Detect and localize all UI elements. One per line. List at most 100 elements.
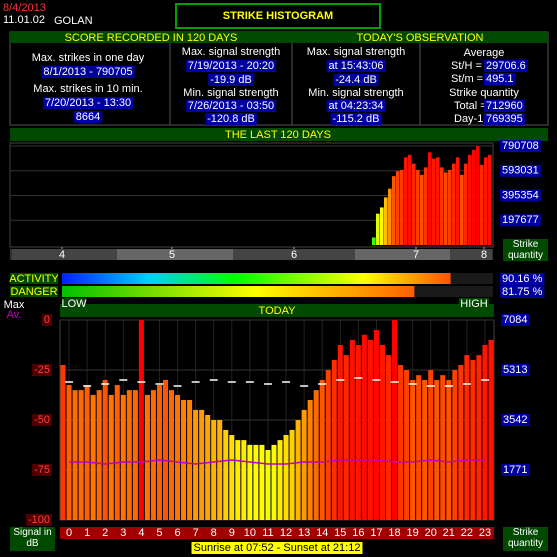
label-bg — [25, 514, 52, 526]
label-bg — [326, 100, 386, 112]
bar — [428, 152, 432, 245]
label: 8/4/2013 — [3, 2, 46, 14]
label-bg — [330, 113, 382, 125]
label: 29706.6 — [486, 60, 526, 72]
sun-times: Sunrise at 07:52 - Sunset at 21:12 — [194, 542, 361, 554]
bar — [162, 379, 168, 520]
label-bg — [500, 140, 541, 152]
heading-bar — [10, 32, 292, 43]
bar — [476, 146, 480, 245]
label: GOLAN — [54, 15, 93, 27]
label: TODAY — [259, 305, 297, 317]
bar — [349, 339, 355, 520]
label: Max. signal strength — [307, 46, 405, 58]
x-tick-label: 6 — [291, 249, 297, 261]
x-tick-label: 19 — [407, 527, 419, 539]
bar — [424, 167, 428, 245]
x-tick-label: 2 — [102, 527, 108, 539]
bar — [428, 370, 434, 520]
bar — [114, 385, 120, 520]
bar — [464, 355, 470, 520]
label-bg — [41, 66, 135, 78]
month-band — [233, 249, 355, 260]
x-tick-label: 23 — [479, 527, 491, 539]
bar — [66, 385, 72, 520]
label: -115.2 dB — [333, 113, 380, 125]
label-bg — [205, 113, 257, 125]
label-bg — [500, 214, 541, 227]
label: DANGER — [10, 286, 57, 298]
x-tick-label: 6 — [174, 527, 180, 539]
x-tick-label: 13 — [298, 527, 310, 539]
bar — [448, 169, 452, 245]
x-tick-label: 7 — [193, 527, 199, 539]
label-bg — [32, 414, 52, 426]
x-tick-label: 20 — [425, 527, 437, 539]
name-bg — [10, 273, 58, 284]
bar — [289, 429, 295, 520]
bar — [96, 390, 102, 520]
x-tick-label: 4 — [138, 527, 144, 539]
bar — [205, 414, 211, 520]
bar — [144, 394, 150, 520]
bar — [271, 444, 277, 520]
bar — [187, 400, 193, 520]
bar — [476, 355, 482, 520]
heading-bar — [292, 32, 548, 43]
label: -120.8 dB — [207, 113, 255, 125]
bar — [480, 164, 484, 245]
label: HIGH — [460, 298, 488, 310]
bar — [398, 365, 404, 520]
bar — [412, 163, 416, 245]
label: St/H = — [451, 60, 482, 72]
bar — [440, 375, 446, 520]
axis-title: Strike quantity — [503, 527, 548, 551]
label: Min. signal strength — [308, 87, 403, 99]
x-tick-label: 0 — [66, 527, 72, 539]
label: Day-1= — [454, 113, 490, 125]
x-tick-label: 15 — [334, 527, 346, 539]
bar — [404, 157, 408, 245]
label: 7/19/2013 - 20:20 — [188, 60, 274, 72]
y2-tick-label: 7084 — [503, 314, 527, 326]
label: 495.1 — [486, 73, 514, 85]
bar — [422, 379, 428, 520]
value-label: 90.16 % — [502, 273, 543, 285]
bar — [138, 320, 144, 520]
y-tick-label: 395354 — [502, 189, 539, 201]
label: LOW — [61, 298, 87, 310]
bar — [307, 400, 313, 520]
label: Max. signal strength — [182, 46, 280, 58]
label: St/m = — [451, 73, 483, 85]
label: 7/26/2013 - 03:50 — [188, 100, 274, 112]
bar — [380, 207, 384, 245]
avg-line — [69, 459, 485, 465]
bar — [379, 344, 385, 520]
bar — [259, 444, 265, 520]
y-tick-label: -25 — [34, 364, 50, 376]
label: TODAY'S OBSERVATION — [357, 32, 484, 44]
bar — [319, 379, 325, 520]
label: Min. signal strength — [183, 87, 278, 99]
bar — [217, 420, 223, 520]
bar — [150, 390, 156, 520]
bar — [277, 440, 283, 520]
bar — [456, 157, 460, 245]
bar — [446, 379, 452, 520]
bar — [367, 339, 373, 520]
label: -24.4 dB — [335, 74, 377, 86]
bar — [420, 174, 424, 245]
label-bg — [41, 314, 52, 326]
label-bg — [501, 414, 530, 426]
label-bg — [500, 273, 545, 285]
bar — [84, 385, 90, 520]
high-bg — [459, 298, 489, 309]
bar — [436, 157, 440, 245]
bar — [388, 188, 392, 245]
bar — [229, 435, 235, 520]
label: 712960 — [486, 100, 523, 112]
bar — [283, 435, 289, 520]
label-bg — [484, 113, 525, 125]
bar — [325, 370, 331, 520]
label: 769395 — [486, 113, 523, 125]
